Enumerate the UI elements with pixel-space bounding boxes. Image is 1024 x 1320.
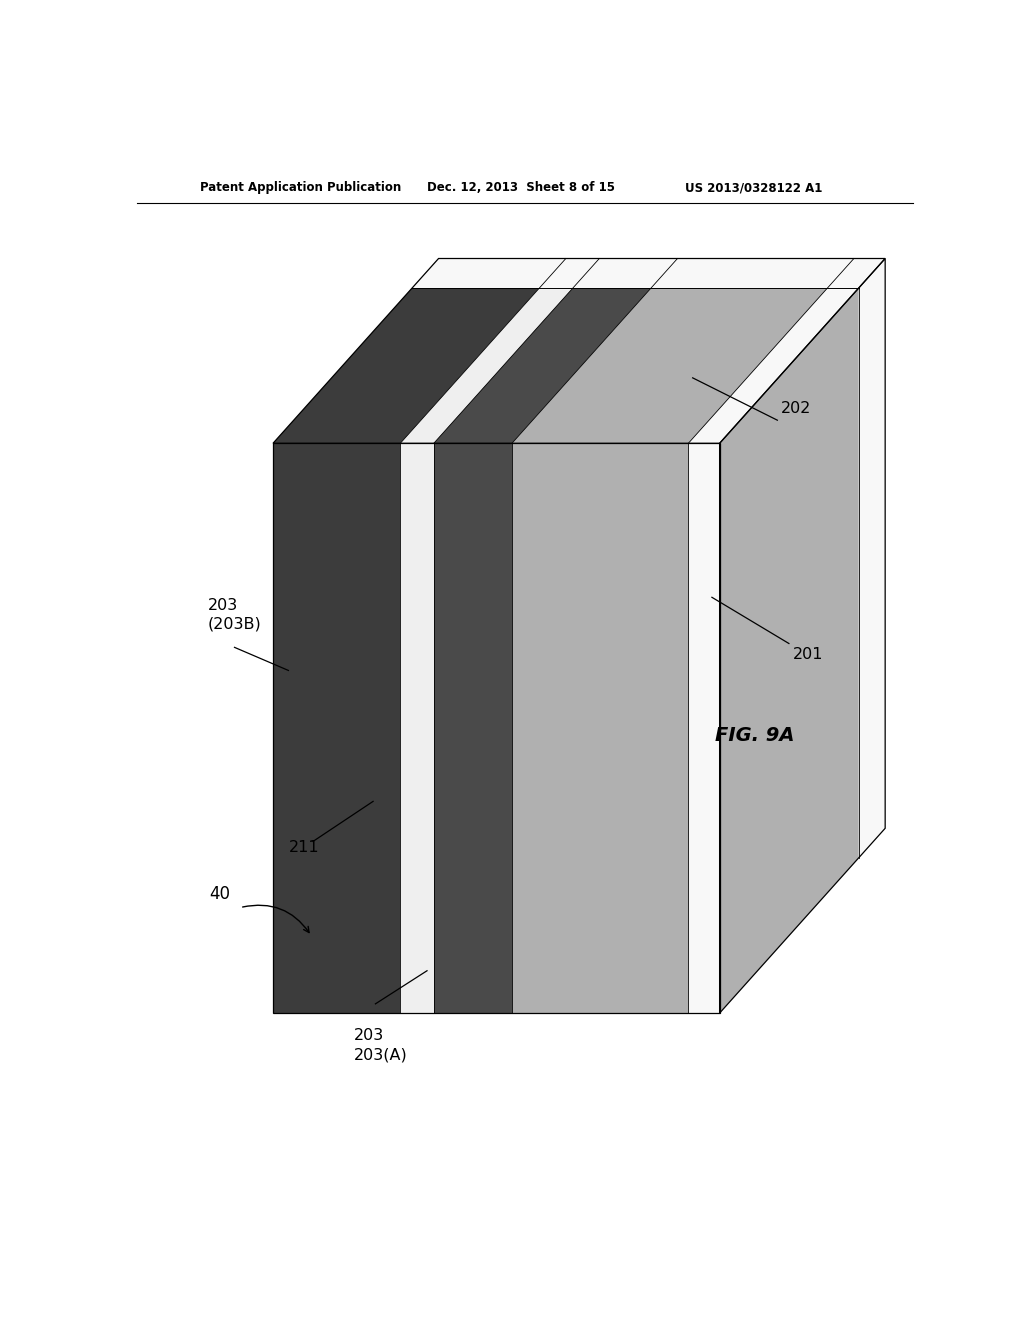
Text: 203
203(A): 203 203(A): [354, 1028, 408, 1063]
Text: 40: 40: [210, 884, 230, 903]
Polygon shape: [688, 444, 720, 1014]
Text: Dec. 12, 2013  Sheet 8 of 15: Dec. 12, 2013 Sheet 8 of 15: [427, 181, 615, 194]
Polygon shape: [400, 259, 599, 444]
Polygon shape: [434, 444, 512, 1014]
Text: FIG. 9A: FIG. 9A: [715, 726, 794, 746]
Polygon shape: [400, 444, 434, 1014]
Polygon shape: [512, 259, 854, 444]
Polygon shape: [273, 444, 400, 1014]
Polygon shape: [434, 259, 678, 444]
Polygon shape: [859, 259, 885, 858]
Polygon shape: [512, 444, 688, 1014]
Text: 201: 201: [793, 647, 823, 663]
Polygon shape: [412, 259, 885, 288]
Text: 203
(203B): 203 (203B): [208, 598, 261, 632]
Polygon shape: [273, 259, 885, 444]
Text: 202: 202: [781, 401, 812, 416]
Text: 211: 211: [289, 840, 319, 855]
Text: Patent Application Publication: Patent Application Publication: [200, 181, 401, 194]
Polygon shape: [273, 259, 566, 444]
Polygon shape: [688, 259, 885, 444]
Polygon shape: [720, 259, 885, 1014]
Text: US 2013/0328122 A1: US 2013/0328122 A1: [685, 181, 822, 194]
